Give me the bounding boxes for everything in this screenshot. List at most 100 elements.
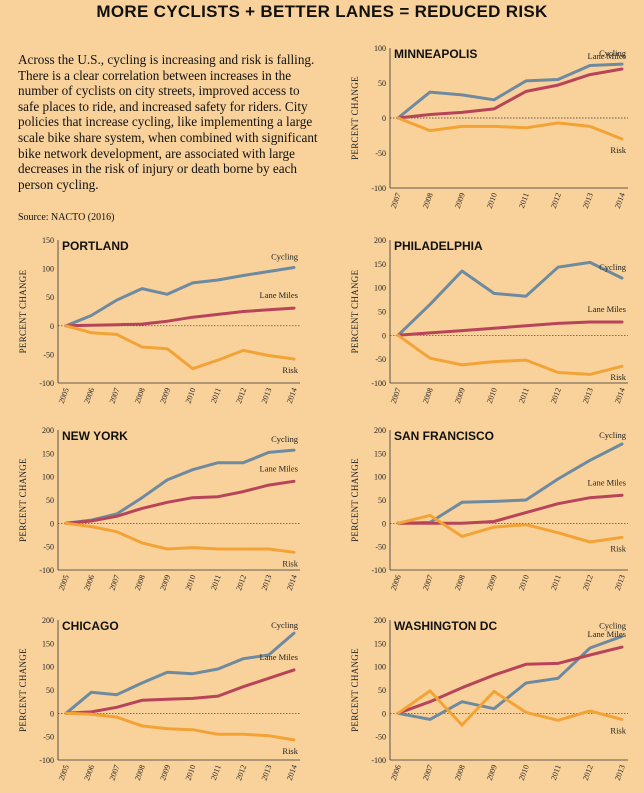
- chart-title: PHILADELPHIA: [394, 239, 483, 253]
- series-label-cycling: Cycling: [599, 262, 627, 272]
- series-label-cycling: Cycling: [599, 430, 627, 440]
- y-tick-label: -100: [371, 379, 386, 388]
- y-tick-label: 150: [42, 236, 54, 245]
- y-tick-label: 150: [374, 639, 386, 648]
- y-tick-label: 100: [374, 284, 386, 293]
- y-tick-label: 50: [46, 293, 54, 302]
- y-tick-label: 100: [374, 44, 386, 53]
- series-label-cycling: Cycling: [271, 434, 299, 444]
- chart-title: SAN FRANCISCO: [394, 429, 494, 443]
- series-line-lane-miles: [396, 67, 624, 120]
- y-tick-label: 100: [42, 473, 54, 482]
- series-label-cycling: Cycling: [271, 251, 299, 261]
- series-line-risk: [396, 513, 624, 544]
- y-tick-label: -50: [375, 733, 386, 742]
- series-line-cycling: [64, 448, 296, 525]
- series-label-cycling: Cycling: [599, 620, 627, 630]
- chart-title: CHICAGO: [62, 619, 119, 633]
- y-tick-label: 150: [374, 449, 386, 458]
- y-tick-label: -50: [43, 543, 54, 552]
- y-tick-label: 200: [374, 426, 386, 435]
- series-line-cycling: [396, 634, 624, 721]
- chart-title: NEW YORK: [62, 429, 128, 443]
- y-tick-label: 50: [378, 308, 386, 317]
- y-tick-label: 200: [374, 616, 386, 625]
- x-tick-label: 2013: [613, 764, 627, 782]
- series-label-risk: Risk: [610, 543, 626, 553]
- chart-title: PORTLAND: [62, 239, 129, 253]
- series-label-cycling: Cycling: [271, 620, 299, 630]
- x-tick-label: 2012: [581, 764, 595, 782]
- y-tick-label: 150: [374, 260, 386, 269]
- series-line-cycling: [64, 266, 296, 328]
- series-label-lane-miles: Lane Miles: [260, 463, 298, 473]
- y-tick-label: 100: [42, 663, 54, 672]
- y-tick-label: 0: [50, 322, 54, 331]
- series-label-risk: Risk: [610, 725, 626, 735]
- x-tick-label: 2011: [549, 764, 563, 782]
- y-tick-label: -100: [39, 566, 54, 575]
- y-tick-label: 100: [374, 473, 386, 482]
- page-title: MORE CYCLISTS + BETTER LANES = REDUCED R…: [96, 2, 548, 21]
- y-tick-label: 50: [378, 686, 386, 695]
- y-tick-label: 50: [378, 79, 386, 88]
- x-tick-label: 2010: [517, 764, 531, 782]
- series-label-lane-miles: Lane Miles: [588, 629, 626, 639]
- series-line-risk: [396, 689, 624, 727]
- series-line-lane-miles: [64, 306, 296, 328]
- series-line-lane-miles: [64, 668, 296, 715]
- y-tick-label: -100: [371, 566, 386, 575]
- y-tick-label: -100: [39, 379, 54, 388]
- series-label-lane-miles: Lane Miles: [588, 477, 626, 487]
- y-tick-label: -50: [375, 543, 386, 552]
- series-line-lane-miles: [396, 645, 624, 715]
- series-label-risk: Risk: [282, 558, 298, 568]
- y-tick-label: 50: [46, 496, 54, 505]
- series-line-risk: [396, 116, 624, 141]
- x-tick-label: 2009: [485, 764, 499, 782]
- y-tick-label: -100: [39, 756, 54, 765]
- y-tick-label: 0: [382, 331, 386, 340]
- y-tick-label: 50: [46, 686, 54, 695]
- chart-title: MINNEAPOLIS: [394, 47, 477, 61]
- series-line-risk: [64, 324, 296, 371]
- series-line-cycling: [396, 260, 624, 337]
- series-line-cycling: [396, 62, 624, 120]
- y-tick-label: 50: [378, 496, 386, 505]
- series-line-lane-miles: [396, 320, 624, 337]
- series-line-risk: [64, 711, 296, 742]
- series-label-lane-miles: Lane Miles: [260, 290, 298, 300]
- series-line-lane-miles: [396, 493, 624, 525]
- series-label-risk: Risk: [610, 145, 626, 155]
- series-label-risk: Risk: [610, 372, 626, 382]
- y-tick-label: 0: [50, 709, 54, 718]
- series-line-risk: [64, 521, 296, 554]
- y-tick-label: 0: [382, 709, 386, 718]
- y-tick-label: -50: [43, 350, 54, 359]
- series-label-lane-miles: Lane Miles: [588, 51, 626, 61]
- y-tick-label: -50: [375, 355, 386, 364]
- y-tick-label: 150: [42, 449, 54, 458]
- series-label-risk: Risk: [282, 746, 298, 756]
- series-label-risk: Risk: [282, 365, 298, 375]
- y-axis-label: PERCENT CHANGE: [350, 648, 360, 732]
- y-tick-label: -100: [371, 184, 386, 193]
- y-axis-label: PERCENT CHANGE: [18, 648, 28, 732]
- y-tick-label: 100: [42, 265, 54, 274]
- x-tick-label: 2006: [389, 764, 403, 782]
- y-axis-label: PERCENT CHANGE: [350, 269, 360, 353]
- y-axis-label: PERCENT CHANGE: [18, 269, 28, 353]
- x-tick-label: 2008: [453, 764, 467, 782]
- series-label-lane-miles: Lane Miles: [260, 652, 298, 662]
- y-tick-label: -100: [371, 756, 386, 765]
- y-tick-label: 0: [382, 519, 386, 528]
- y-tick-label: 0: [50, 519, 54, 528]
- y-tick-label: 0: [382, 114, 386, 123]
